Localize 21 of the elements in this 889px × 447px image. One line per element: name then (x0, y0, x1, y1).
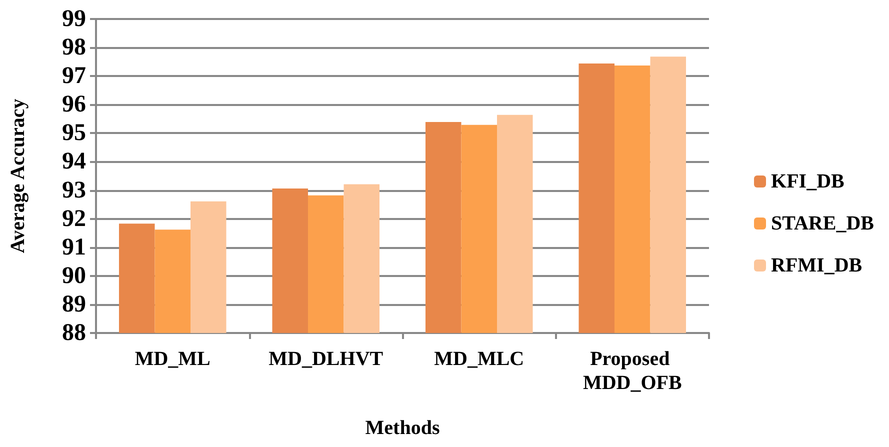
y-tick-label: 96 (62, 92, 86, 118)
x-axis-title: Methods (365, 417, 440, 439)
y-tick-label: 89 (62, 291, 86, 318)
y-tick-label: 92 (62, 206, 86, 232)
legend-label: KFI_DB (771, 170, 844, 192)
x-tick-label: MD_ML (134, 348, 210, 370)
y-tick-label: 90 (62, 262, 86, 289)
y-tick-label: 88 (62, 320, 86, 346)
y-tick-label: 98 (62, 34, 86, 61)
x-tick-label: MD_DLHVT (268, 348, 384, 370)
legend-label: RFMI_DB (771, 254, 862, 276)
y-tick-label: 99 (62, 6, 86, 32)
x-tick-label: Proposed MDD_OFB (582, 348, 682, 394)
x-tick-label: MD_MLC (434, 348, 524, 370)
y-tick-label: 95 (62, 120, 86, 146)
y-tick-label: 97 (62, 63, 86, 90)
y-tick-label: 93 (62, 177, 86, 204)
y-axis-title: Average Accuracy (7, 98, 29, 254)
y-tick-label: 91 (62, 234, 86, 260)
legend-label: STARE_DB (771, 212, 874, 234)
y-tick-label: 94 (62, 148, 86, 175)
